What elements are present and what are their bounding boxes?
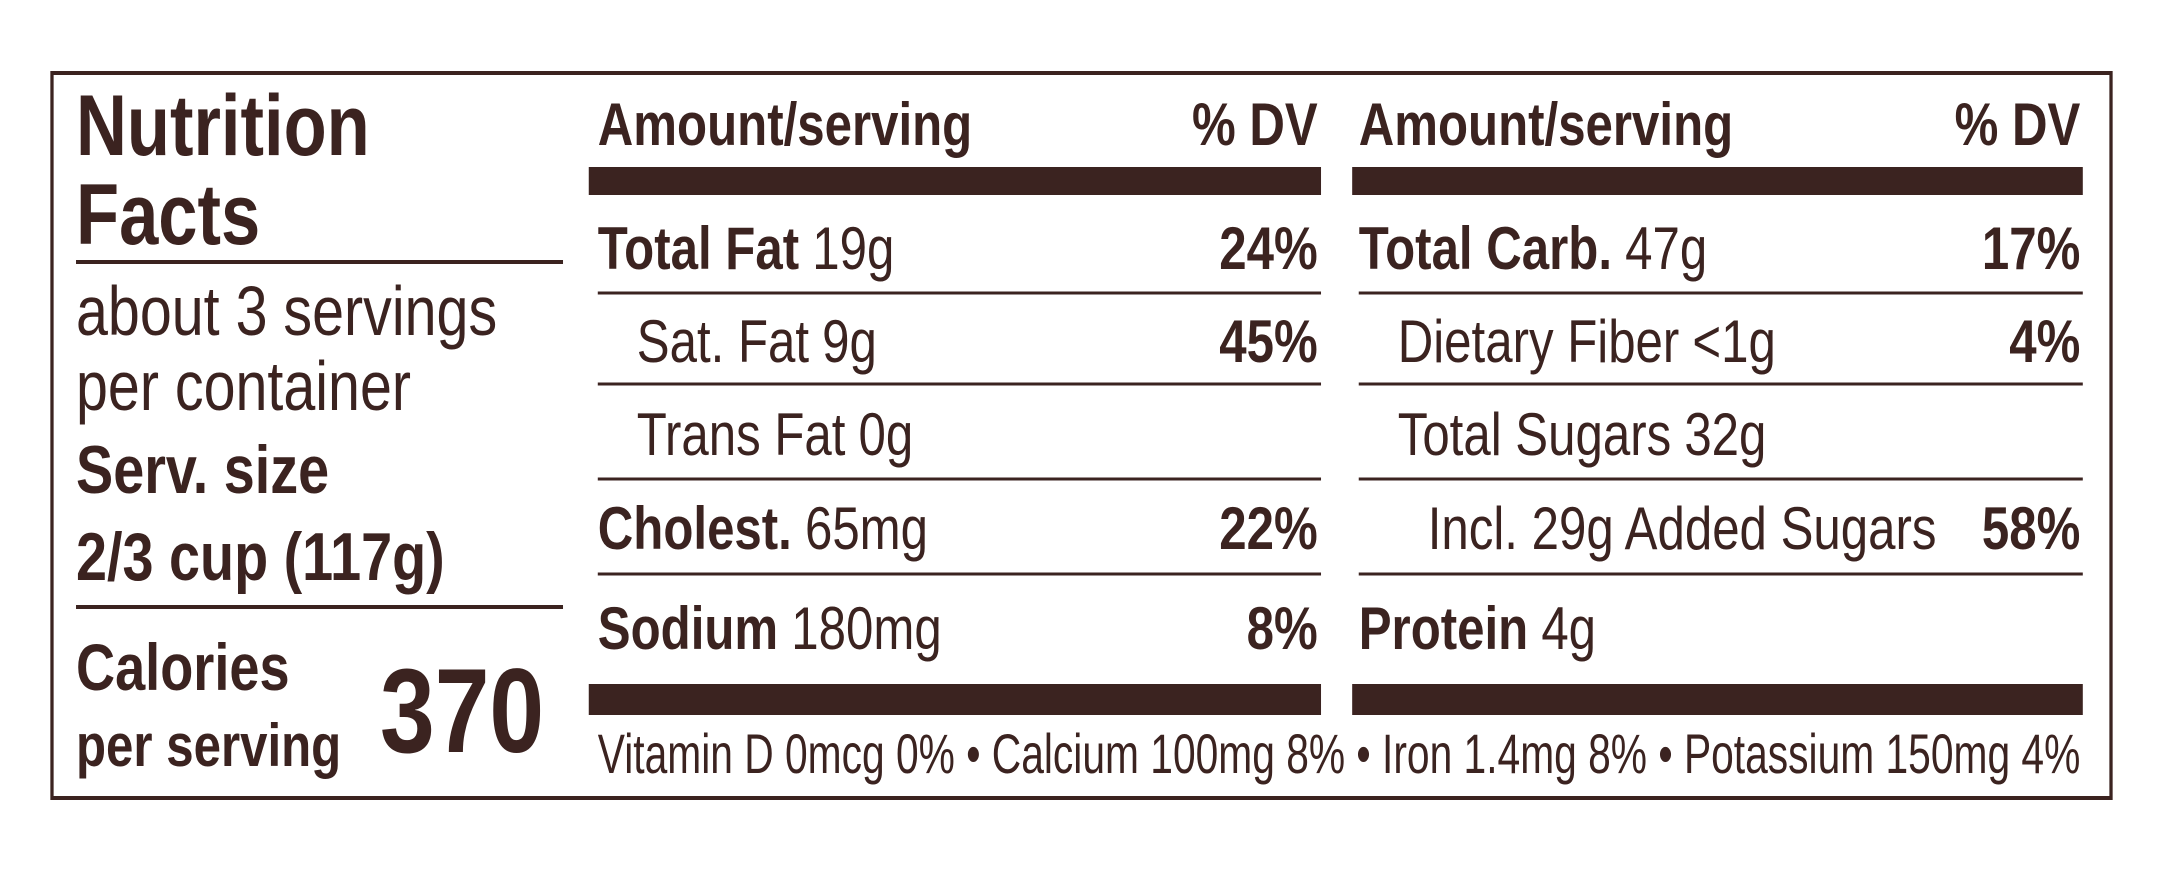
nutrient-row: Trans Fat 0g <box>637 400 914 468</box>
nutrient-amount: 47g <box>1625 214 1707 282</box>
nutrient-name: Dietary Fiber <box>1398 307 1680 375</box>
nutrient-row: Dietary Fiber <1g <box>1398 307 1776 375</box>
nutrient-amount: 19g <box>812 214 894 282</box>
nutrient-dv: 24% <box>1219 214 1317 282</box>
nutrient-row: Sat. Fat 9g <box>637 307 877 375</box>
header-dv: % DV <box>1192 90 1318 158</box>
header-amount: Amount/serving <box>598 90 972 158</box>
header-amount: Amount/serving <box>1359 90 1733 158</box>
nutrient-name: Protein <box>1359 594 1528 662</box>
nutrient-name: Trans Fat <box>637 400 846 468</box>
nutrient-name: Sodium <box>598 594 778 662</box>
border <box>50 71 2113 800</box>
thick-bar <box>1352 684 2083 715</box>
nutrient-row: Incl. 29g Added Sugars <box>1428 494 1937 562</box>
nutrient-name: Sat. Fat <box>637 307 809 375</box>
nutrient-name: Cholest. <box>598 494 792 562</box>
calories-label: Calories <box>76 630 290 704</box>
nutrient-dv: 4% <box>2009 307 2080 375</box>
nutrient-dv: 58% <box>1982 494 2080 562</box>
servings: per container <box>76 347 411 426</box>
title-line: Nutrition <box>76 77 370 173</box>
nutrient-dv: 22% <box>1219 494 1317 562</box>
nutrient-row: Total Fat 19g <box>598 214 895 282</box>
servings: about 3 servings <box>76 272 497 351</box>
nutrient-dv: 8% <box>1247 594 1318 662</box>
nutrient-row: Total Sugars 32g <box>1398 400 1767 468</box>
thick-bar <box>588 684 1322 715</box>
thick-bar <box>588 167 1322 195</box>
nutrient-row: Cholest. 65mg <box>598 494 928 562</box>
footer: Vitamin D 0mcg 0% • Calcium 100mg 8% • I… <box>598 723 2081 785</box>
nutrient-name: Total Fat <box>598 214 799 282</box>
thick-bar <box>1352 167 2083 195</box>
calories: 370 <box>380 645 544 778</box>
label-content: Nutrition Facts about 3 servings per con… <box>50 71 2113 800</box>
nutrient-name: Total Sugars <box>1398 400 1671 468</box>
nutrient-row: Total Carb. 47g <box>1359 214 1707 282</box>
nutrient-row: Protein 4g <box>1359 594 1596 662</box>
nutrient-amount: 9g <box>822 307 877 375</box>
nutrient-amount: 180mg <box>791 594 941 662</box>
header-dv: % DV <box>1955 90 2081 158</box>
nutrient-amount: 65mg <box>805 494 928 562</box>
title-line: Facts <box>76 166 260 262</box>
serving-size: 2/3 cup (117g) <box>76 520 445 595</box>
nutrient-amount: <1g <box>1692 307 1775 375</box>
nutrient-amount: 32g <box>1684 400 1766 468</box>
nutrient-amount: 0g <box>859 400 914 468</box>
nutrient-dv: 17% <box>1982 214 2080 282</box>
serving-size-label: Serv. size <box>76 433 329 508</box>
nutrient-row: Sodium 180mg <box>598 594 942 662</box>
calories-label: per serving <box>76 711 341 779</box>
nutrient-name: Incl. 29g Added Sugars <box>1428 494 1937 562</box>
nutrient-amount: 4g <box>1541 594 1596 662</box>
nutrient-name: Total Carb. <box>1359 214 1612 282</box>
nutrient-dv: 45% <box>1219 307 1317 375</box>
